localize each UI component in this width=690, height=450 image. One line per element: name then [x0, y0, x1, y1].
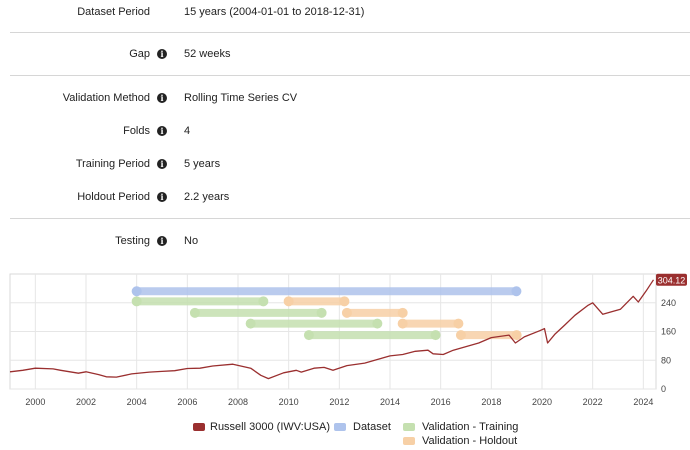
training-bar — [245, 318, 383, 329]
setting-testing: Testing i No — [0, 231, 690, 251]
x-tick-label: 2000 — [25, 397, 45, 407]
x-tick-label: 2016 — [431, 397, 451, 407]
dataset-bar — [131, 286, 522, 297]
validation-method-label: Validation Method — [62, 92, 150, 104]
dataset-period-value: 15 years (2004-01-01 to 2018-12-31) — [184, 6, 365, 18]
holdout-bar — [283, 296, 350, 307]
x-tick-label: 2024 — [633, 397, 653, 407]
last-value-label: 304.12 — [658, 275, 686, 285]
holdout-bar-end-marker — [453, 318, 464, 329]
price-series-line — [9, 279, 655, 380]
holdout-bar-start-marker — [455, 330, 466, 341]
dataset-bar-start-marker — [131, 286, 142, 297]
y-tick-label: 160 — [661, 327, 676, 337]
validation-method-value: Rolling Time Series CV — [184, 92, 298, 104]
holdout-period-label: Holdout Period — [77, 191, 150, 203]
holdout-bar-start-marker — [341, 307, 352, 318]
info-icon[interactable]: i — [157, 93, 167, 103]
setting-validation-method: Validation Method i Rolling Time Series … — [0, 88, 690, 108]
folds-label: Folds — [123, 125, 150, 137]
divider — [10, 32, 690, 33]
last-value-badge: 304.12 — [656, 273, 687, 286]
holdout-period-value: 2.2 years — [184, 191, 230, 203]
backtest-chart[interactable]: 2000 2002 2004 2006 2008 2010 2012 2014 2016 2018… — [0, 268, 690, 414]
training-bar-end-marker — [430, 330, 441, 341]
holdout-bar-start-marker — [397, 318, 408, 329]
y-tick-label: 0 — [661, 384, 666, 394]
setting-folds: Folds i 4 — [0, 121, 690, 141]
testing-label: Testing — [115, 235, 150, 247]
training-bar-start-marker — [131, 296, 142, 307]
training-period-value: 5 years — [184, 158, 221, 170]
training-bar-start-marker — [245, 318, 256, 329]
legend-swatch-russell — [193, 423, 205, 431]
training-bar-start-marker — [189, 307, 200, 318]
info-icon[interactable]: i — [157, 126, 167, 136]
setting-training-period: Training Period i 5 years — [0, 154, 690, 174]
folds-value: 4 — [184, 125, 191, 137]
legend-swatch-dataset — [334, 423, 346, 431]
legend-swatch-training — [403, 423, 415, 431]
legend-label-holdout: Validation - Holdout — [422, 435, 518, 447]
info-icon[interactable]: i — [157, 236, 167, 246]
holdout-bar-start-marker — [283, 296, 294, 307]
x-tick-label: 2020 — [532, 397, 552, 407]
y-tick-label: 240 — [661, 298, 676, 308]
holdout-bar-end-marker — [339, 296, 350, 307]
training-bar — [189, 307, 327, 318]
last-value-badge-bg — [656, 273, 687, 286]
gap-value: 52 weeks — [184, 48, 231, 60]
info-icon[interactable]: i — [157, 49, 167, 59]
x-tick-label: 2006 — [177, 397, 197, 407]
chart-axes: 2000 2002 2004 2006 2008 2010 2012 2014 2016 2018… — [25, 273, 687, 407]
info-icon[interactable]: i — [157, 159, 167, 169]
divider — [10, 218, 690, 219]
training-bar-start-marker — [303, 330, 314, 341]
holdout-bar — [341, 307, 408, 318]
training-bar-end-marker — [372, 318, 383, 329]
legend-label-russell: Russell 3000 (IWV:USA) — [210, 421, 331, 433]
chart-grid — [9, 273, 657, 390]
legend-label-training: Validation - Training — [422, 421, 519, 433]
dataset-period-label: Dataset Period — [77, 6, 150, 18]
x-tick-label: 2008 — [228, 397, 248, 407]
training-bar — [303, 330, 441, 341]
y-tick-label: 80 — [661, 355, 671, 365]
x-tick-label: 2022 — [583, 397, 603, 407]
legend-label-dataset: Dataset — [353, 421, 391, 433]
x-tick-label: 2014 — [380, 397, 400, 407]
dataset-bar-end-marker — [511, 286, 522, 297]
testing-value: No — [184, 235, 199, 247]
training-bar-end-marker — [258, 296, 269, 307]
legend-swatch-holdout — [403, 437, 415, 445]
setting-gap: Gap i 52 weeks — [0, 44, 690, 64]
gap-label: Gap — [129, 48, 150, 60]
x-tick-label: 2010 — [279, 397, 299, 407]
training-bar — [131, 296, 269, 307]
holdout-bar — [397, 318, 464, 329]
x-tick-label: 2018 — [481, 397, 501, 407]
setting-holdout-period: Holdout Period i 2.2 years — [0, 187, 690, 207]
holdout-bar-end-marker — [511, 330, 522, 341]
x-tick-label: 2004 — [127, 397, 147, 407]
divider — [10, 75, 690, 76]
chart-bars — [131, 286, 522, 341]
training-period-label: Training Period — [75, 158, 150, 170]
training-bar-end-marker — [316, 307, 327, 318]
x-tick-label: 2012 — [329, 397, 349, 407]
holdout-bar-end-marker — [397, 307, 408, 318]
info-icon[interactable]: i — [157, 192, 167, 202]
x-tick-label: 2002 — [76, 397, 96, 407]
chart-line — [9, 279, 655, 380]
setting-dataset-period: Dataset Period 15 years (2004-01-01 to 2… — [0, 2, 690, 22]
